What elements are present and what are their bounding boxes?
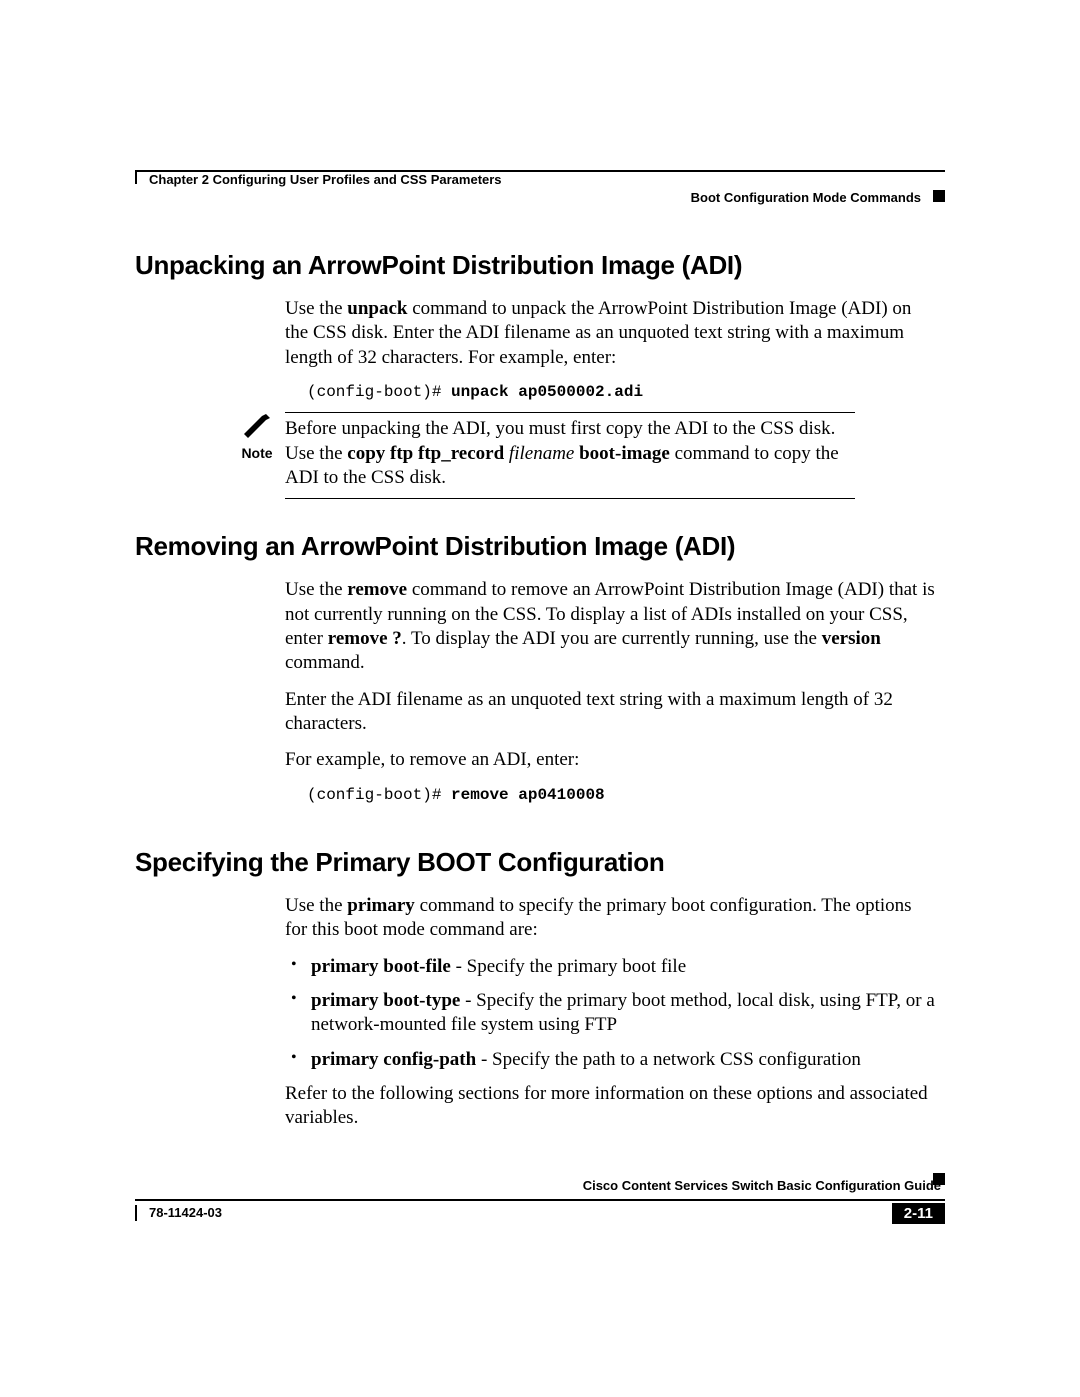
option-name: primary boot-type xyxy=(311,990,460,1011)
command-name: remove xyxy=(347,579,407,600)
footer-tick xyxy=(135,1205,137,1221)
header-marker-icon xyxy=(933,190,945,202)
paragraph: Enter the ADI filename as an unquoted te… xyxy=(285,688,935,737)
note-label: Note xyxy=(235,445,279,461)
page-number: 2-11 xyxy=(892,1203,945,1224)
paragraph: Use the primary command to specify the p… xyxy=(285,894,935,943)
paragraph: Refer to the following sections for more… xyxy=(285,1082,935,1131)
note-text: Before unpacking the ADI, you must first… xyxy=(285,412,855,499)
heading-removing: Removing an ArrowPoint Distribution Imag… xyxy=(135,531,945,562)
page-content: Chapter 2 Configuring User Profiles and … xyxy=(135,160,945,1260)
footer-marker-icon xyxy=(933,1173,945,1185)
command: remove ap0410008 xyxy=(451,786,605,804)
command-name: remove ? xyxy=(328,628,402,649)
section-unpacking-body: Use the unpack command to unpack the Arr… xyxy=(285,297,935,402)
list-item: primary config-path - Specify the path t… xyxy=(285,1048,935,1072)
code-example: (config-boot)# unpack ap0500002.adi xyxy=(307,382,935,402)
section-primary-body: Use the primary command to specify the p… xyxy=(285,894,935,1131)
command-name: boot-image xyxy=(579,443,670,464)
paragraph: For example, to remove an ADI, enter: xyxy=(285,748,935,772)
text: . To display the ADI you are currently r… xyxy=(402,628,822,649)
section-label: Boot Configuration Mode Commands xyxy=(691,190,921,205)
prompt: (config-boot)# xyxy=(307,383,451,401)
text: command. xyxy=(285,652,365,673)
heading-primary: Specifying the Primary BOOT Configuratio… xyxy=(135,847,945,878)
text: Use the xyxy=(285,298,347,319)
list-item: primary boot-type - Specify the primary … xyxy=(285,989,935,1038)
command-name: unpack xyxy=(347,298,407,319)
guide-title: Cisco Content Services Switch Basic Conf… xyxy=(135,1178,945,1193)
body: Unpacking an ArrowPoint Distribution Ima… xyxy=(135,250,945,1143)
bullet-list: primary boot-file - Specify the primary … xyxy=(285,955,935,1072)
note-icon: Note xyxy=(235,414,279,461)
command-name: primary xyxy=(347,895,415,916)
note-block: Note Before unpacking the ADI, you must … xyxy=(235,412,935,499)
paragraph: Use the remove command to remove an Arro… xyxy=(285,578,935,675)
chapter-label: Chapter 2 Configuring User Profiles and … xyxy=(149,172,502,187)
paragraph: Use the unpack command to unpack the Arr… xyxy=(285,297,935,370)
text: - Specify the primary boot file xyxy=(451,956,686,977)
footer-rule xyxy=(135,1199,945,1201)
section-removing-body: Use the remove command to remove an Arro… xyxy=(285,578,935,805)
option-name: primary config-path xyxy=(311,1049,476,1070)
text: Use the xyxy=(285,895,347,916)
list-item: primary boot-file - Specify the primary … xyxy=(285,955,935,979)
command-name: version xyxy=(822,628,881,649)
option-name: primary boot-file xyxy=(311,956,451,977)
text: - Specify the path to a network CSS conf… xyxy=(476,1049,861,1070)
code-example: (config-boot)# remove ap0410008 xyxy=(307,785,935,805)
footer: Cisco Content Services Switch Basic Conf… xyxy=(135,1200,945,1227)
document-number: 78-11424-03 xyxy=(149,1205,222,1220)
prompt: (config-boot)# xyxy=(307,786,451,804)
variable: filename xyxy=(504,443,579,464)
command-name: copy ftp ftp_record xyxy=(347,443,504,464)
text: Use the xyxy=(285,579,347,600)
heading-unpacking: Unpacking an ArrowPoint Distribution Ima… xyxy=(135,250,945,281)
command: unpack ap0500002.adi xyxy=(451,383,643,401)
header-tick xyxy=(135,170,137,184)
